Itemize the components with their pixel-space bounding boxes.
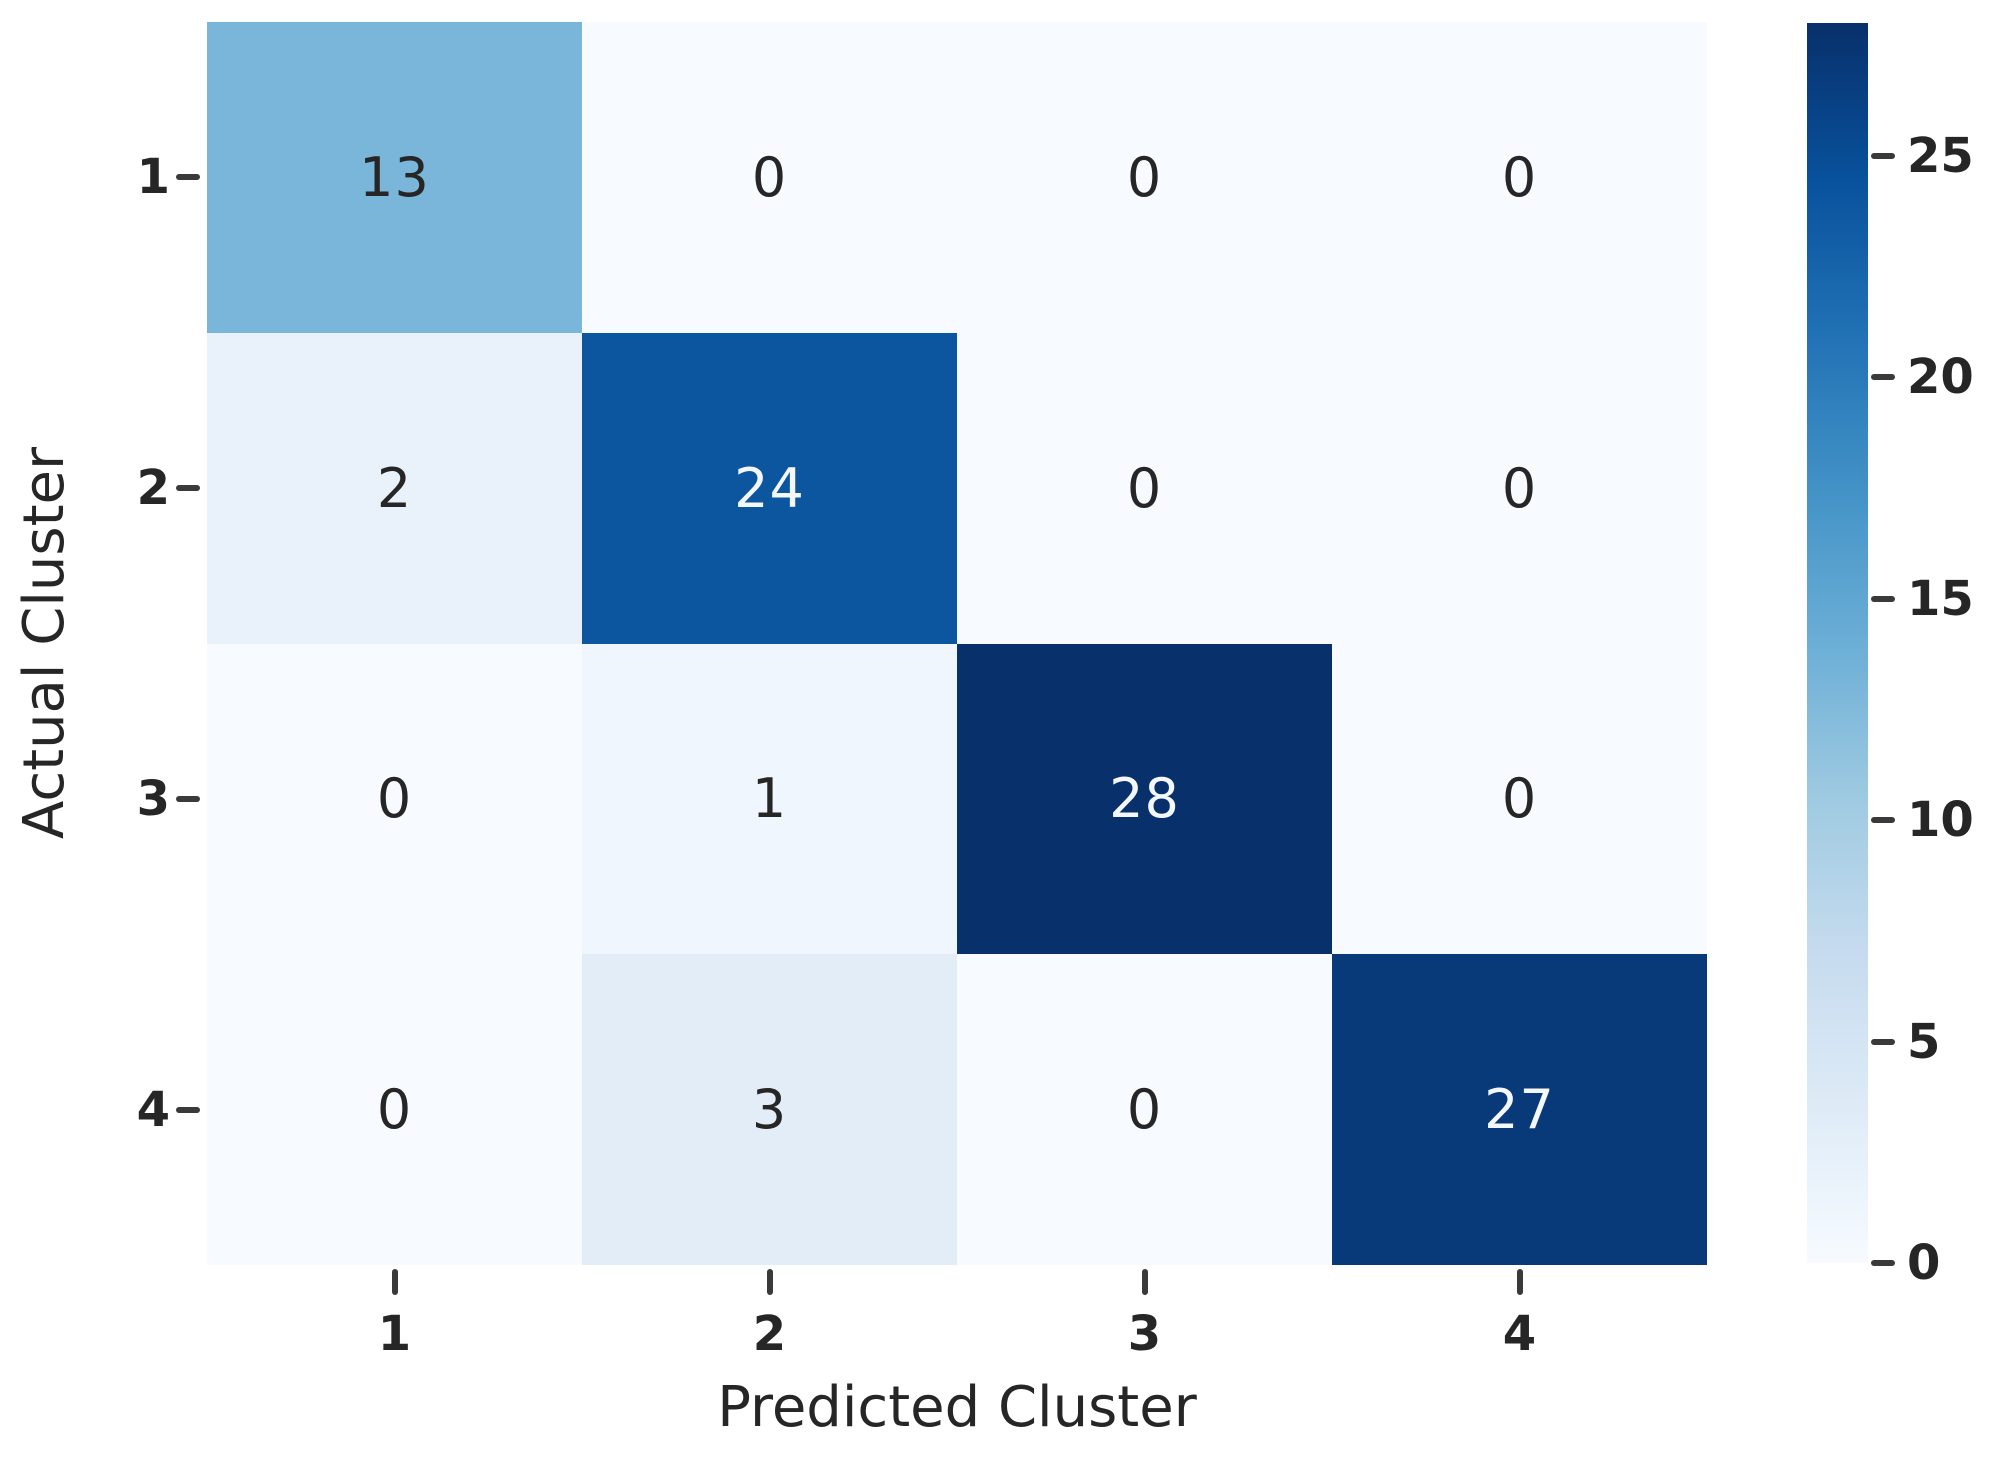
heatmap-cell: 2 xyxy=(207,332,582,644)
heatmap-cell: 27 xyxy=(1332,954,1707,1265)
heatmap-cell: 0 xyxy=(957,332,1332,644)
colorbar-gradient xyxy=(1807,23,1868,1263)
cell-value: 0 xyxy=(1501,767,1538,831)
cell-value: 1 xyxy=(751,767,788,831)
x-tick-label: 2 xyxy=(752,1306,787,1362)
cell-value: 0 xyxy=(751,145,788,209)
y-tick-mark xyxy=(176,485,200,492)
cell-value: 24 xyxy=(734,456,805,520)
cell-value: 0 xyxy=(376,1078,413,1142)
x-tick-mark xyxy=(1516,1269,1523,1295)
heatmap-cell: 0 xyxy=(1332,22,1707,333)
heatmap-cell: 24 xyxy=(582,332,957,644)
colorbar-tick-mark xyxy=(1871,595,1895,602)
y-tick-label: 1 xyxy=(136,149,170,206)
colorbar-tick-mark xyxy=(1871,374,1895,381)
heatmap-cell: 0 xyxy=(1332,332,1707,644)
cell-value: 3 xyxy=(751,1078,788,1142)
y-tick-mark xyxy=(176,1106,200,1113)
x-tick-label: 1 xyxy=(377,1306,412,1362)
cell-value: 0 xyxy=(1126,1078,1163,1142)
heatmap-cell: 13 xyxy=(207,22,582,333)
colorbar-tick-mark xyxy=(1871,817,1895,824)
heatmap-cell: 0 xyxy=(1332,643,1707,955)
colorbar-tick-label: 5 xyxy=(1907,1013,1941,1070)
colorbar-tick-mark xyxy=(1871,1260,1895,1266)
cell-value: 0 xyxy=(1501,145,1538,209)
cell-value: 0 xyxy=(1126,145,1163,209)
cell-value: 28 xyxy=(1109,767,1180,831)
x-tick-label: 3 xyxy=(1127,1306,1162,1362)
heatmap-cell: 0 xyxy=(207,954,582,1265)
cell-value: 0 xyxy=(1501,456,1538,520)
colorbar-tick-label: 10 xyxy=(1907,792,1974,849)
y-tick-mark xyxy=(176,795,200,802)
heatmap-grid: 13 0 0 0 2 24 0 0 0 1 28 0 0 3 0 27 xyxy=(207,22,1707,1265)
heatmap-cell: 0 xyxy=(957,954,1332,1265)
heatmap-cell: 0 xyxy=(207,643,582,955)
heatmap-cell: 0 xyxy=(582,22,957,333)
y-tick-mark xyxy=(176,174,200,181)
x-tick-mark xyxy=(766,1269,773,1295)
x-tick-label: 4 xyxy=(1502,1306,1537,1362)
x-tick-mark xyxy=(391,1269,398,1295)
heatmap-cell: 28 xyxy=(957,643,1332,955)
x-axis-label: Predicted Cluster xyxy=(717,1375,1197,1440)
y-tick-label: 4 xyxy=(136,1081,170,1138)
cell-value: 13 xyxy=(359,145,430,209)
heatmap-cell: 1 xyxy=(582,643,957,955)
colorbar-tick-label: 20 xyxy=(1907,349,1974,406)
colorbar-tick-label: 15 xyxy=(1907,570,1974,627)
cell-value: 2 xyxy=(376,456,413,520)
x-tick-mark xyxy=(1141,1269,1148,1295)
colorbar-tick-label: 25 xyxy=(1907,127,1974,184)
heatmap-cell: 3 xyxy=(582,954,957,1265)
colorbar-tick-mark xyxy=(1871,152,1895,159)
y-tick-label: 3 xyxy=(136,770,170,827)
heatmap-cell: 0 xyxy=(957,22,1332,333)
y-axis-label: Actual Cluster xyxy=(12,447,77,839)
y-tick-label: 2 xyxy=(136,460,170,517)
colorbar-tick-mark xyxy=(1871,1038,1895,1045)
colorbar-tick-label: 0 xyxy=(1907,1235,1941,1291)
cell-value: 27 xyxy=(1484,1078,1555,1142)
cell-value: 0 xyxy=(1126,456,1163,520)
cell-value: 0 xyxy=(376,767,413,831)
